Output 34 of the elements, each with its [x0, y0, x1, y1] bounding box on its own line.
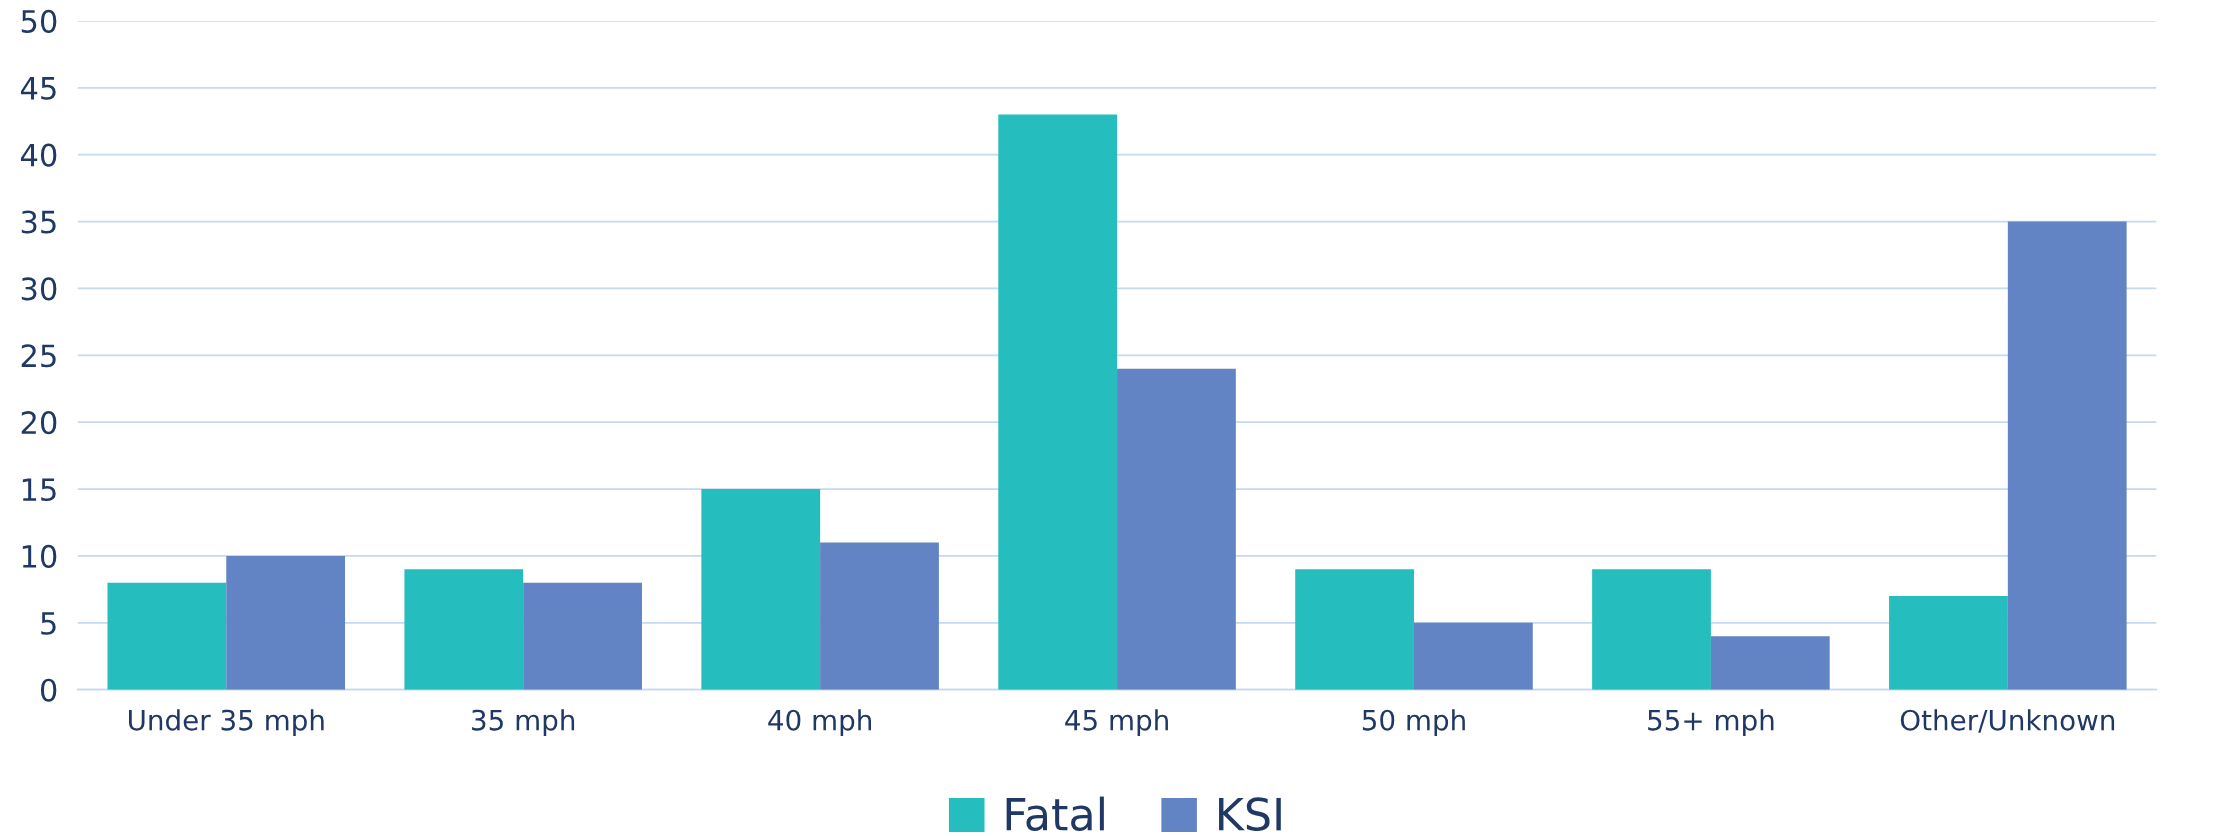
bar: [107, 582, 227, 690]
x-tick-label: 45 mph: [1065, 709, 1168, 737]
y-tick-label: 25: [21, 344, 56, 368]
bar: [1413, 622, 1533, 690]
y-tick-label: 20: [21, 411, 57, 435]
bar: [1117, 368, 1236, 690]
y-tick-label: 45: [20, 77, 56, 100]
bar: [820, 542, 939, 690]
y-tick-label: 35: [21, 210, 56, 234]
bar: [998, 114, 1118, 690]
y-tick-label: 5: [41, 612, 56, 635]
x-tick-label: 55+ mph: [1648, 709, 1774, 737]
bar: [404, 569, 524, 690]
x-tick-label: Under 35 mph: [128, 709, 324, 737]
x-tick-label: 50 mph: [1362, 709, 1465, 737]
legend-label: KSI: [1219, 797, 1281, 831]
y-tick-label: 10: [22, 544, 57, 568]
bar: [1295, 569, 1414, 690]
bar: [1710, 636, 1830, 690]
y-tick-label: 50: [21, 9, 57, 33]
y-tick-label: 40: [20, 143, 57, 167]
x-tick-label: Other/Unknown: [1900, 709, 2115, 733]
bar: [226, 555, 346, 690]
y-tick-label: 0: [40, 678, 57, 702]
bar: [1889, 596, 2008, 690]
bar: [701, 489, 821, 690]
bar: [1592, 569, 1711, 690]
y-tick-label: 15: [22, 478, 56, 502]
x-tick-label: 35 mph: [472, 709, 575, 737]
bar: [523, 582, 642, 690]
legend-label: Fatal: [1006, 796, 1104, 831]
x-tick-label: 40 mph: [768, 709, 872, 737]
y-tick-label: 30: [21, 277, 57, 301]
bar: [2007, 221, 2127, 690]
